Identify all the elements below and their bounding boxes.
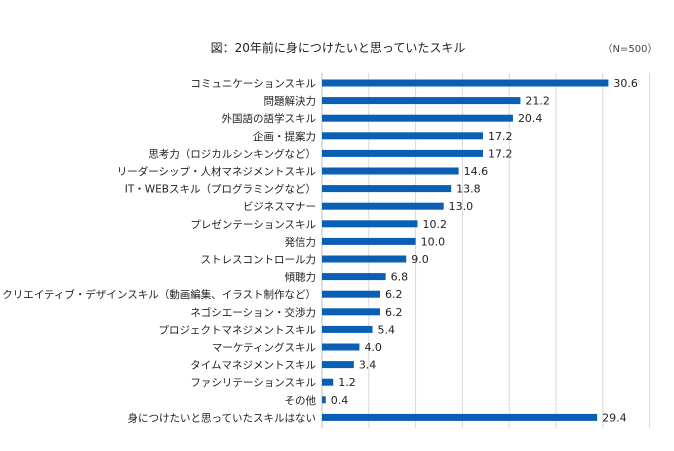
category-label: 身につけたいと思っていたスキルはない [128, 411, 316, 424]
bar [322, 220, 418, 228]
chart-title: 図：20年前に身につけたいと思っていたスキル [211, 40, 466, 55]
category-label: 発信力 [285, 235, 317, 248]
value-label: 6.2 [385, 306, 403, 319]
value-label: 13.0 [449, 200, 474, 213]
value-label: 9.0 [411, 253, 429, 266]
value-label: 0.4 [331, 394, 349, 407]
category-label: クリエイティブ・デザインスキル（動画編集、イラスト制作など） [2, 288, 316, 301]
bar [322, 237, 416, 245]
category-label: 傾聴力 [285, 271, 317, 284]
bar [322, 413, 598, 421]
value-label: 13.8 [456, 183, 481, 196]
category-label: マーケティングスキル [212, 341, 316, 354]
value-label: 20.4 [518, 112, 543, 125]
value-label: 3.4 [359, 359, 377, 372]
bar [322, 79, 609, 87]
value-label: 6.2 [385, 288, 403, 301]
bar [322, 325, 373, 333]
category-label: 外国語の語学スキル [222, 112, 317, 125]
value-label: 30.6 [613, 77, 638, 90]
category-label: タイムマネジメントスキル [190, 360, 316, 372]
value-label: 29.4 [602, 411, 627, 424]
category-label: プロジェクトマネジメントスキル [159, 324, 317, 336]
bar [322, 290, 381, 298]
value-label: 10.0 [421, 235, 446, 248]
sample-size-note: （N=500） [603, 43, 658, 55]
value-label: 21.2 [525, 95, 550, 108]
category-label: プレゼンテーションスキル [190, 219, 316, 231]
category-label: ファシリテーションスキル [190, 377, 316, 389]
bar [322, 255, 407, 263]
value-label: 6.8 [391, 271, 409, 284]
bar [322, 167, 459, 175]
bar [322, 378, 334, 386]
value-label: 1.2 [338, 376, 356, 389]
category-label: 問題解決力 [264, 95, 317, 108]
category-label: IT・WEBスキル（プログラミングなど） [125, 183, 316, 196]
value-label: 17.2 [488, 130, 513, 143]
bar [322, 149, 483, 157]
bar [322, 273, 386, 281]
bar [322, 396, 326, 404]
bar [322, 114, 513, 122]
bar [322, 343, 360, 351]
category-label: リーダーシップ・人材マネジメントスキル [117, 165, 316, 178]
bar [322, 132, 483, 140]
category-label: その他 [285, 394, 317, 407]
category-label: コミュニケーションスキル [190, 78, 316, 90]
value-label: 10.2 [422, 218, 447, 231]
value-label: 4.0 [364, 341, 382, 354]
category-label: ネゴシエーション・交渉力 [190, 306, 316, 319]
bar [322, 361, 354, 369]
bar [322, 97, 521, 105]
value-label: 17.2 [488, 147, 513, 160]
value-label: 5.4 [378, 323, 396, 336]
bar [322, 202, 444, 210]
bar [322, 308, 381, 316]
category-label: ビジネスマナー [243, 201, 316, 213]
bar [322, 185, 452, 193]
category-label: ストレスコントロール力 [201, 253, 317, 266]
value-label: 14.6 [464, 165, 489, 178]
category-label: 企画・提案力 [253, 130, 316, 143]
category-label: 思考力（ロジカルシンキングなど） [148, 147, 316, 160]
